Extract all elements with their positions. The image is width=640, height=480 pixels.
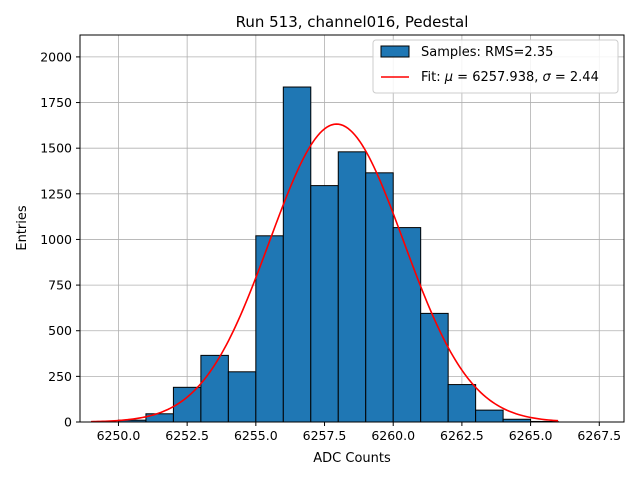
x-tick-label: 6267.5 (577, 428, 621, 443)
gaussian-fit-curve (90, 123, 559, 423)
chart-title: Run 513, channel016, Pedestal (236, 13, 469, 31)
x-axis-label: ADC Counts (313, 451, 391, 466)
y-tick-label: 1250 (40, 186, 72, 201)
fit-label-prefix: Fit: (421, 70, 445, 85)
x-tick-label: 6257.5 (303, 428, 347, 443)
x-tick-label: 6262.5 (440, 428, 484, 443)
histogram-bar (420, 312, 449, 423)
histogram-bar (392, 227, 422, 423)
sigma-symbol: σ (543, 70, 552, 85)
x-tick-label: 6250.0 (97, 428, 141, 443)
histogram-bar (255, 235, 284, 423)
x-axis-ticks: 6250.0 6252.5 6255.0 6257.5 6260.0 6262.5 6265… (97, 422, 621, 443)
histogram-bar (475, 409, 504, 423)
x-tick-label: 6265.0 (509, 428, 553, 443)
fit-label-mu-value: = 6257.938, (453, 70, 542, 85)
x-tick-label: 6255.0 (234, 428, 278, 443)
legend-fit-label: Fit: μ = 6257.938, σ = 2.44 (421, 70, 599, 85)
histogram-bar (310, 185, 339, 423)
histogram-bars (117, 86, 559, 423)
histogram-bar (365, 172, 394, 423)
y-axis-label: Entries (15, 205, 30, 251)
histogram-bar (337, 151, 367, 423)
histogram-bar (282, 86, 312, 423)
y-tick-label: 1500 (40, 141, 72, 156)
legend-box (372, 39, 619, 94)
legend-samples-label: Samples: RMS=2.35 (421, 45, 553, 60)
x-tick-label: 6260.0 (371, 428, 415, 443)
y-tick-label: 2000 (40, 49, 72, 64)
histogram-bar (447, 384, 477, 423)
mu-symbol: μ (444, 70, 453, 85)
histogram-bar (200, 354, 229, 423)
y-tick-label: 1000 (40, 232, 72, 247)
fit-label-sigma-value: = 2.44 (551, 70, 599, 85)
histogram-bar (227, 371, 257, 423)
y-tick-label: 250 (48, 369, 72, 384)
y-tick-label: 1750 (40, 95, 72, 110)
y-tick-label: 500 (48, 323, 72, 338)
y-axis-ticks: 0 250 500 750 1000 1250 1500 1750 2000 (40, 49, 80, 430)
plot-frame (79, 34, 625, 423)
legend: Samples: RMS=2.35 Fit: μ = 6257.938, σ =… (372, 39, 619, 94)
x-tick-label: 6252.5 (165, 428, 209, 443)
y-tick-label: 750 (48, 278, 72, 293)
legend-samples-swatch (380, 45, 410, 58)
y-tick-label: 0 (64, 415, 72, 430)
